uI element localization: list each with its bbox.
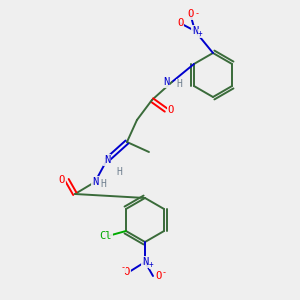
Text: H: H <box>176 79 182 89</box>
Text: H: H <box>116 167 122 177</box>
Text: H: H <box>100 179 106 189</box>
Text: +: + <box>198 29 202 38</box>
Text: O: O <box>59 175 65 185</box>
Text: Cl: Cl <box>100 231 112 241</box>
Text: -: - <box>195 9 200 18</box>
Text: -: - <box>162 268 167 278</box>
Text: O: O <box>124 267 130 277</box>
Text: +: + <box>149 260 154 269</box>
Text: O: O <box>155 271 161 281</box>
Text: N: N <box>164 77 170 87</box>
Text: N: N <box>192 26 198 36</box>
Text: -: - <box>121 263 126 272</box>
Text: O: O <box>187 9 193 19</box>
Text: O: O <box>168 105 174 115</box>
Text: N: N <box>104 155 110 165</box>
Text: O: O <box>177 18 183 28</box>
Text: N: N <box>92 177 98 187</box>
Text: N: N <box>142 257 148 267</box>
